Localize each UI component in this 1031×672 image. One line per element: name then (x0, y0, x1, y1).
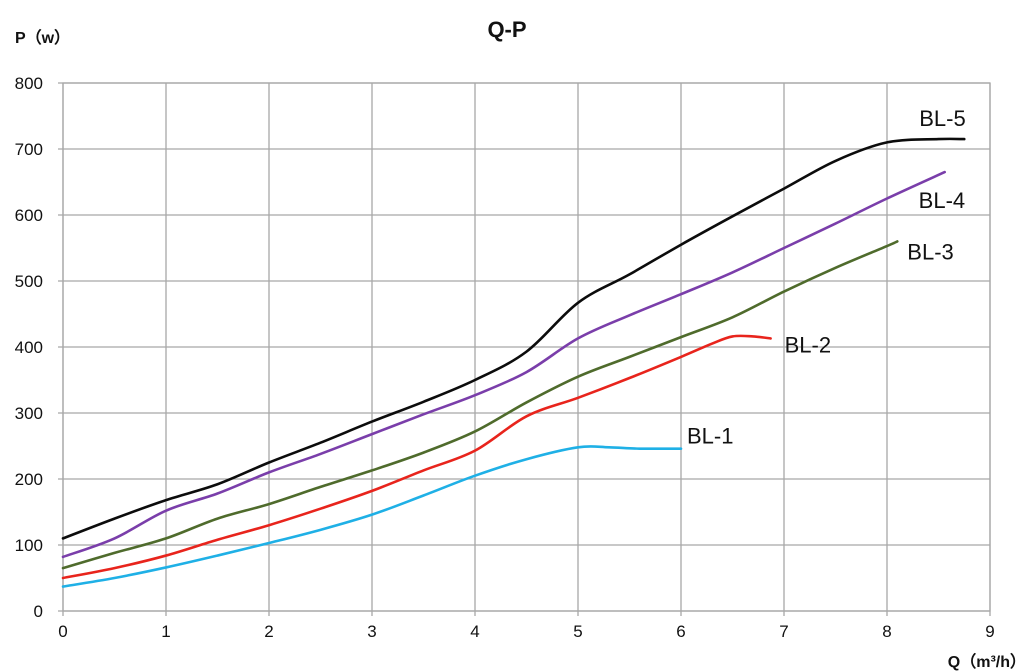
series-label-bl-1: BL-1 (687, 424, 733, 449)
y-tick-label: 600 (15, 206, 43, 225)
x-tick-label: 7 (779, 622, 788, 641)
series-line-bl-4 (61, 170, 946, 559)
chart-title: Q-P (487, 17, 526, 42)
x-tick-label: 4 (470, 622, 479, 641)
y-tick-label: 300 (15, 404, 43, 423)
x-tick-label: 9 (985, 622, 994, 641)
series-line-bl-3 (61, 240, 899, 570)
x-tick-label: 6 (676, 622, 685, 641)
y-tick-label: 700 (15, 140, 43, 159)
x-tick-label: 8 (882, 622, 891, 641)
y-tick-label: 200 (15, 470, 43, 489)
y-tick-label: 800 (15, 74, 43, 93)
x-tick-label: 3 (367, 622, 376, 641)
grid-lines (58, 82, 991, 616)
y-tick-label: 0 (34, 602, 43, 621)
series-lines (61, 137, 966, 588)
series-label-bl-2: BL-2 (785, 332, 831, 357)
series-label-bl-4: BL-4 (919, 188, 965, 213)
tick-labels: 0 1 2 3 4 5 6 7 8 9 0 100 200 300 400 500 600 700 800 (15, 74, 995, 641)
y-tick-label: 100 (15, 536, 43, 555)
series-labels: BL-1 BL-2 BL-3 BL-4 BL-5 (687, 106, 966, 449)
series-label-bl-3: BL-3 (907, 239, 953, 264)
x-tick-label: 1 (161, 622, 170, 641)
x-tick-label: 5 (573, 622, 582, 641)
series-line-bl-1 (61, 445, 683, 588)
y-tick-label: 400 (15, 338, 43, 357)
x-tick-label: 2 (264, 622, 273, 641)
x-tick-label: 0 (58, 622, 67, 641)
series-line-bl-5 (61, 137, 966, 540)
y-tick-label: 500 (15, 272, 43, 291)
series-line-bl-2 (61, 334, 772, 580)
y-axis-title: P（w） (15, 29, 70, 47)
x-axis-title: Q（m³/h） (948, 653, 1026, 671)
series-label-bl-5: BL-5 (919, 106, 965, 131)
